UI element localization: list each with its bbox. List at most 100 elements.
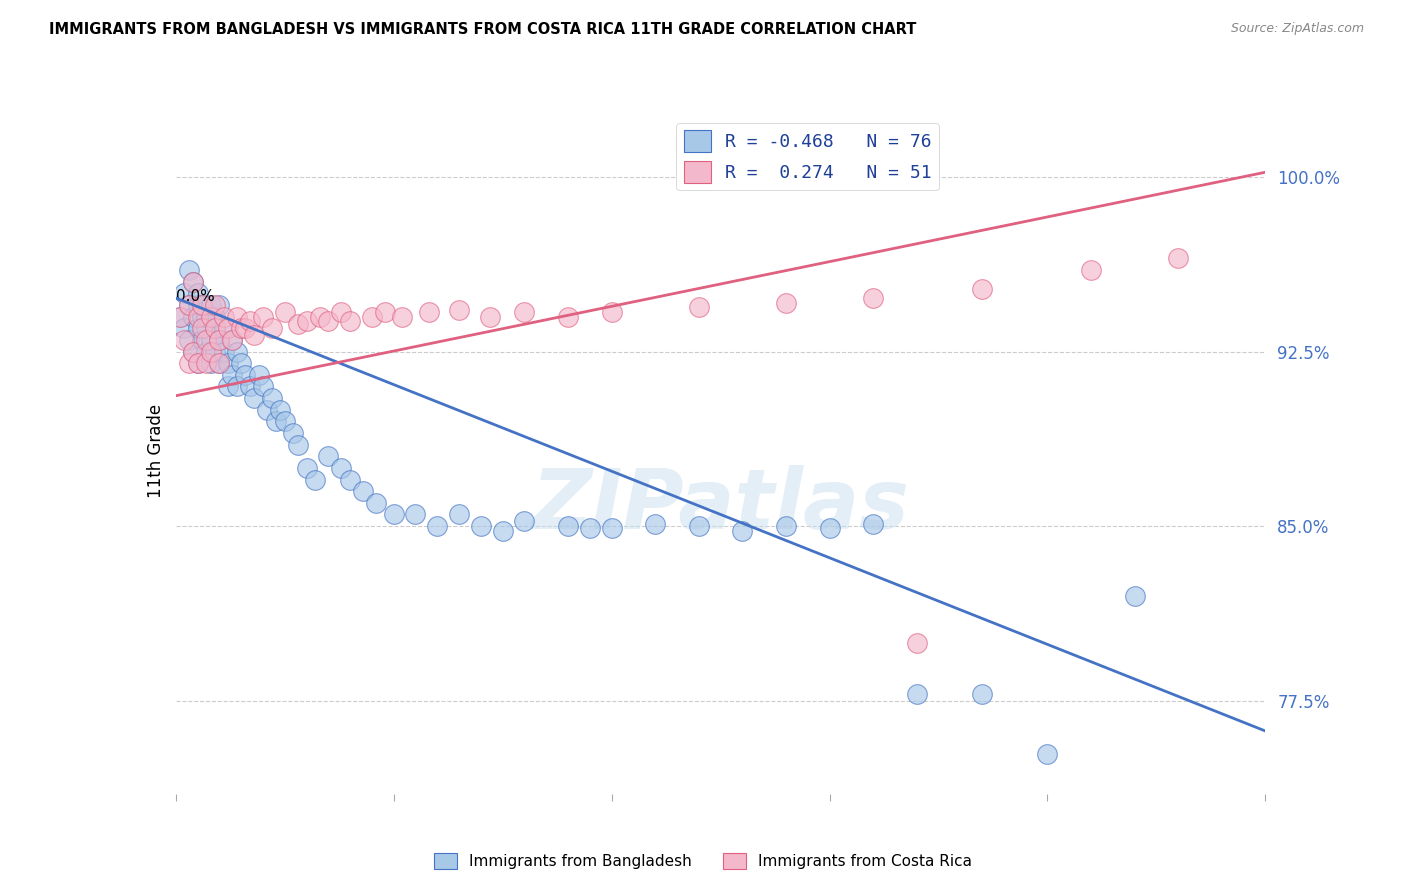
Point — [195, 356, 218, 370]
Point — [513, 515, 536, 529]
Point — [186, 356, 209, 370]
Point — [239, 379, 262, 393]
Point — [970, 687, 993, 701]
Point — [186, 356, 209, 370]
Point — [775, 295, 797, 310]
Point — [252, 379, 274, 393]
Point — [269, 402, 291, 417]
Point — [221, 333, 243, 347]
Point — [186, 310, 209, 324]
Point — [191, 298, 214, 312]
Point — [330, 305, 353, 319]
Point — [644, 516, 666, 531]
Point — [208, 356, 231, 370]
Point — [287, 437, 309, 451]
Point — [186, 321, 209, 335]
Point — [304, 473, 326, 487]
Text: 0.0%: 0.0% — [176, 289, 215, 304]
Point — [235, 368, 257, 382]
Point — [274, 414, 297, 428]
Point — [818, 521, 841, 535]
Point — [200, 310, 222, 324]
Point — [239, 314, 262, 328]
Point — [1080, 263, 1102, 277]
Point — [557, 310, 579, 324]
Point — [177, 333, 200, 347]
Point — [200, 333, 222, 347]
Point — [447, 302, 470, 317]
Point — [247, 368, 270, 382]
Point — [212, 321, 235, 335]
Point — [862, 516, 884, 531]
Point — [200, 356, 222, 370]
Point — [212, 310, 235, 324]
Point — [186, 298, 209, 312]
Point — [295, 461, 318, 475]
Point — [204, 344, 226, 359]
Point — [287, 317, 309, 331]
Point — [352, 484, 374, 499]
Point — [579, 521, 602, 535]
Point — [195, 344, 218, 359]
Point — [181, 275, 204, 289]
Point — [339, 473, 361, 487]
Point — [208, 356, 231, 370]
Point — [181, 344, 204, 359]
Point — [225, 310, 247, 324]
Point — [330, 461, 353, 475]
Point — [181, 275, 204, 289]
Point — [382, 508, 405, 522]
Point — [177, 263, 200, 277]
Point — [557, 519, 579, 533]
Point — [492, 524, 515, 538]
Point — [862, 291, 884, 305]
Point — [1036, 747, 1059, 762]
Point — [405, 508, 427, 522]
Point — [252, 310, 274, 324]
Point — [264, 414, 287, 428]
Point — [235, 321, 257, 335]
Point — [470, 519, 492, 533]
Point — [200, 298, 222, 312]
Point — [513, 305, 536, 319]
Point — [295, 314, 318, 328]
Point — [374, 305, 396, 319]
Point — [283, 425, 305, 440]
Point — [195, 321, 218, 335]
Point — [204, 321, 226, 335]
Point — [181, 310, 204, 324]
Point — [478, 310, 501, 324]
Point — [191, 310, 214, 324]
Point — [169, 310, 191, 324]
Point — [191, 298, 214, 312]
Point — [905, 687, 928, 701]
Legend: R = -0.468   N = 76, R =  0.274   N = 51: R = -0.468 N = 76, R = 0.274 N = 51 — [676, 123, 939, 191]
Point — [221, 368, 243, 382]
Point — [243, 391, 266, 405]
Point — [1167, 252, 1189, 266]
Point — [217, 356, 239, 370]
Point — [186, 286, 209, 301]
Text: IMMIGRANTS FROM BANGLADESH VS IMMIGRANTS FROM COSTA RICA 11TH GRADE CORRELATION : IMMIGRANTS FROM BANGLADESH VS IMMIGRANTS… — [49, 22, 917, 37]
Point — [191, 321, 214, 335]
Point — [318, 450, 340, 464]
Point — [204, 310, 226, 324]
Point — [1123, 589, 1146, 603]
Point — [195, 333, 218, 347]
Point — [173, 286, 195, 301]
Point — [688, 519, 710, 533]
Point — [418, 305, 440, 319]
Point — [256, 402, 278, 417]
Point — [225, 379, 247, 393]
Point — [217, 321, 239, 335]
Point — [243, 328, 266, 343]
Point — [208, 333, 231, 347]
Point — [173, 333, 195, 347]
Point — [360, 310, 382, 324]
Point — [204, 298, 226, 312]
Point — [208, 333, 231, 347]
Point — [308, 310, 330, 324]
Point — [191, 333, 214, 347]
Point — [231, 321, 253, 335]
Point — [195, 310, 218, 324]
